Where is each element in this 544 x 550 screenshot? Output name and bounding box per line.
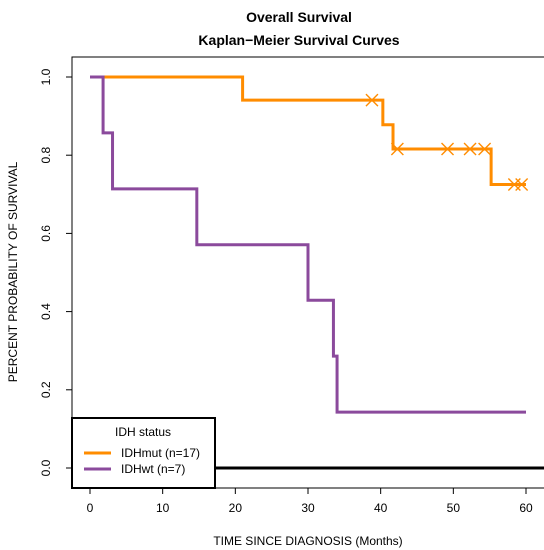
x-tick-label: 0 [87,501,94,515]
legend: IDH status IDHmut (n=17) IDHwt (n=7) [71,417,216,489]
y-tick-label: 1.0 [39,68,53,85]
censor-mark-idhmut [463,142,477,156]
censor-mark-idhmut [390,142,404,156]
legend-title: IDH status [115,425,171,439]
x-tick-label: 10 [156,501,170,515]
x-axis-label: TIME SINCE DIAGNOSIS (Months) [213,534,402,548]
y-tick-label: 0.4 [39,303,53,320]
axes-ticks: 0 10 20 30 40 50 60 0.0 0.2 0.4 0.6 0.8 1.0 [39,68,533,515]
censor-mark-idhmut [365,93,379,107]
legend-label-idhmut: IDHmut (n=17) [121,446,200,460]
survival-curves [90,75,529,414]
legend-label-idhwt: IDHwt (n=7) [121,462,185,476]
y-tick-label: 0.6 [39,225,53,242]
chart-subtitle: Kaplan−Meier Survival Curves [198,32,399,48]
survival-curve-idhmut [90,75,526,187]
x-tick-label: 40 [374,501,388,515]
x-tick-label: 30 [301,501,315,515]
x-tick-label: 20 [229,501,243,515]
x-tick-label: 60 [519,501,533,515]
y-tick-label: 0.2 [39,381,53,398]
x-tick-label: 50 [447,501,461,515]
survival-curve-idhwt [90,75,526,414]
censor-mark-idhmut [515,178,529,192]
y-axis-label: PERCENT PROBABILITY OF SURVIVAL [6,161,20,382]
y-tick-label: 0.0 [39,459,53,476]
censor-mark-idhmut [478,142,492,156]
chart-title: Overall Survival [246,9,352,25]
y-tick-label: 0.8 [39,147,53,164]
censor-mark-idhmut [441,142,455,156]
